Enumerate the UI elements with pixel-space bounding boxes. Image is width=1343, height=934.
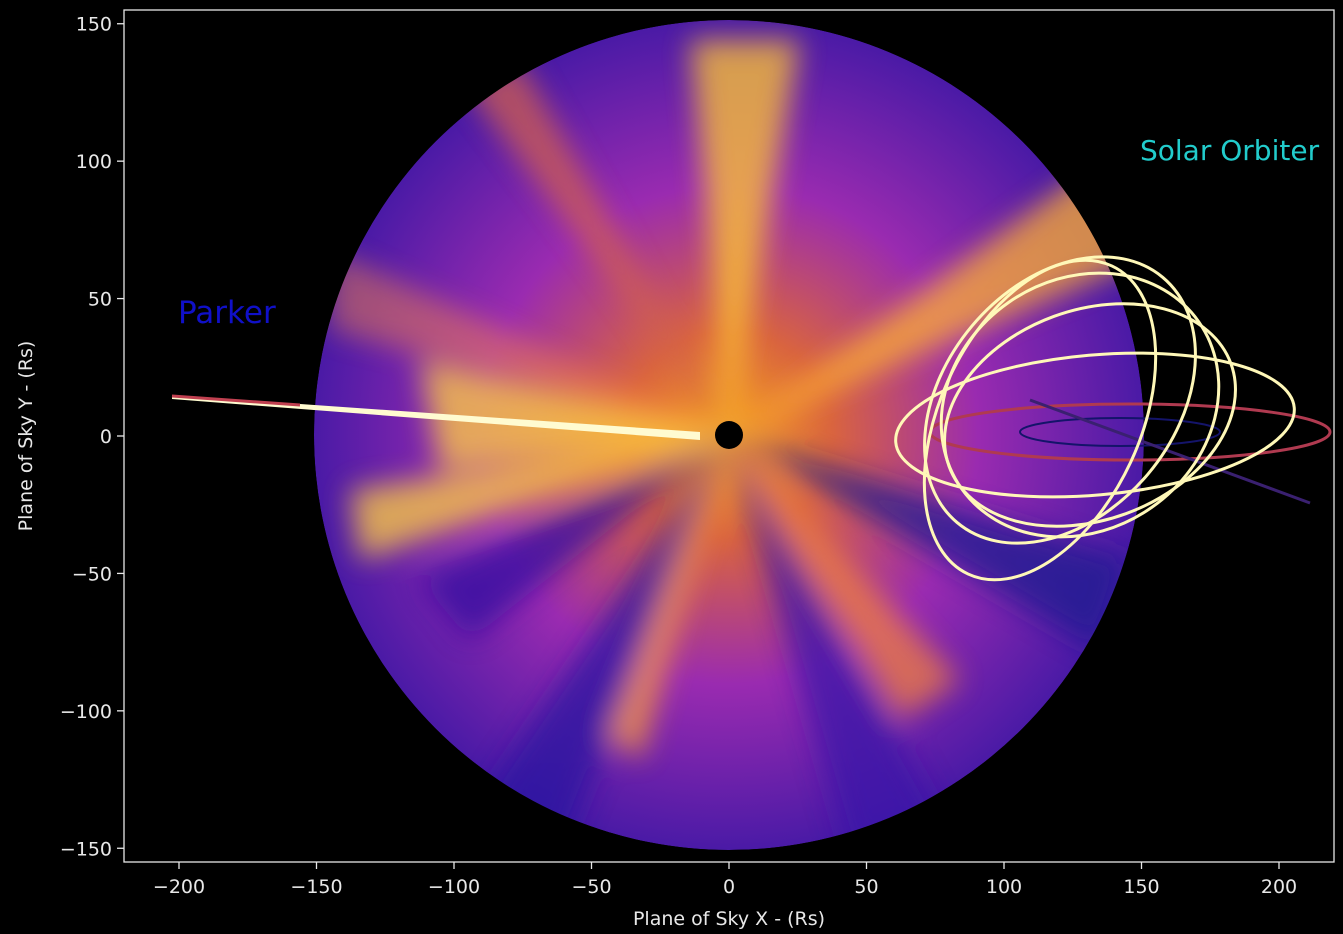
- chart: Plane of Sky X - (Rs) Plane of Sky Y - (…: [0, 0, 1343, 934]
- x-tick-label: 150: [1123, 876, 1159, 898]
- x-tick-label: −200: [153, 876, 205, 898]
- x-tick-label: 50: [854, 876, 878, 898]
- annotation: Parker: [178, 295, 276, 331]
- y-tick-label: 0: [100, 426, 112, 448]
- y-tick-label: −100: [60, 701, 112, 723]
- y-axis-label: Plane of Sky Y - (Rs): [15, 341, 37, 532]
- x-tick-label: −50: [571, 876, 611, 898]
- y-tick-label: 50: [88, 289, 112, 311]
- x-tick-label: 100: [986, 876, 1022, 898]
- x-axis-label: Plane of Sky X - (Rs): [633, 908, 825, 930]
- x-tick-label: 200: [1261, 876, 1297, 898]
- y-tick-label: 150: [76, 14, 112, 36]
- x-tick-label: −150: [290, 876, 342, 898]
- x-tick-label: −100: [428, 876, 480, 898]
- y-tick-label: 100: [76, 151, 112, 173]
- sun-occulter: [715, 421, 743, 449]
- y-tick-label: −50: [72, 563, 112, 585]
- y-tick-label: −150: [60, 838, 112, 860]
- x-tick-label: 0: [723, 876, 735, 898]
- annotation: Solar Orbiter: [1140, 134, 1320, 167]
